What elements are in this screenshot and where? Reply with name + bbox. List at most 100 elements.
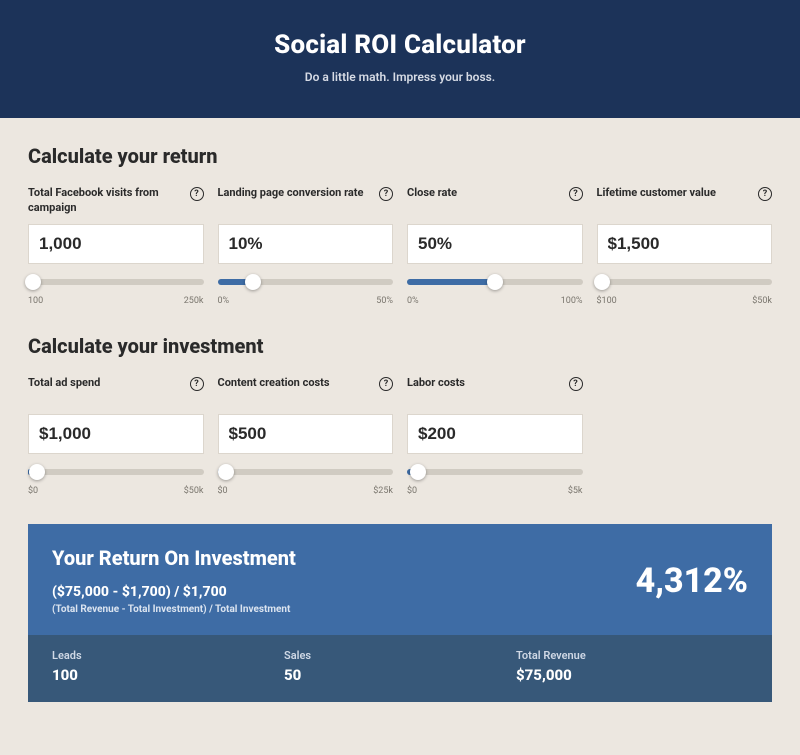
return-label: Landing page conversion rate: [218, 186, 370, 201]
roi-percent: 4,312%: [636, 561, 748, 601]
investment-field: Labor costs? $0 $5k: [407, 376, 583, 496]
slider-min: 0%: [407, 296, 419, 306]
slider-min: $0: [218, 486, 228, 496]
help-icon[interactable]: ?: [190, 377, 204, 391]
slider-thumb[interactable]: [487, 274, 503, 290]
slider-thumb[interactable]: [245, 274, 261, 290]
return-input[interactable]: [218, 224, 394, 264]
slider-max: $25k: [373, 486, 393, 496]
return-field: Close rate? 0% 100%: [407, 186, 583, 306]
investment-input[interactable]: [407, 414, 583, 454]
return-input[interactable]: [407, 224, 583, 264]
slider-wrap: $100 $50k: [597, 274, 773, 306]
slider-min: 100: [28, 296, 43, 306]
slider-track: [28, 279, 204, 285]
content: Calculate your return Total Facebook vis…: [0, 118, 800, 496]
section-title-return: Calculate your return: [28, 144, 772, 168]
slider-thumb[interactable]: [218, 464, 234, 480]
slider-labels: 0% 100%: [407, 296, 583, 306]
slider-max: $5k: [568, 486, 583, 496]
hero-title: Social ROI Calculator: [20, 30, 780, 60]
return-field: Lifetime customer value? $100 $50k: [597, 186, 773, 306]
slider-max: $50k: [752, 296, 772, 306]
investment-field: Total ad spend? $0 $50k: [28, 376, 204, 496]
investment-slider[interactable]: [407, 464, 583, 480]
slider-wrap: 100 250k: [28, 274, 204, 306]
roi-stat-label: Leads: [52, 649, 284, 662]
investment-label: Content creation costs: [218, 376, 336, 391]
roi-stat-value: 100: [52, 666, 284, 684]
slider-thumb[interactable]: [25, 274, 41, 290]
slider-max: $50k: [184, 486, 204, 496]
investment-label: Labor costs: [407, 376, 471, 391]
return-field: Total Facebook visits from campaign? 100 2…: [28, 186, 204, 306]
roi-stat-value: $75,000: [516, 666, 748, 684]
section-title-investment: Calculate your investment: [28, 334, 772, 358]
slider-wrap: $0 $25k: [218, 464, 394, 496]
slider-labels: $100 $50k: [597, 296, 773, 306]
slider-labels: 100 250k: [28, 296, 204, 306]
return-slider[interactable]: [407, 274, 583, 290]
help-icon[interactable]: ?: [379, 377, 393, 391]
investment-slider[interactable]: [218, 464, 394, 480]
investment-slider[interactable]: [28, 464, 204, 480]
slider-track: [597, 279, 773, 285]
roi-stat: Sales50: [284, 649, 516, 684]
help-icon[interactable]: ?: [569, 377, 583, 391]
slider-wrap: $0 $50k: [28, 464, 204, 496]
help-icon[interactable]: ?: [190, 187, 204, 201]
slider-max: 50%: [376, 296, 393, 306]
roi-left: Your Return On Investment ($75,000 - $1,…: [52, 546, 296, 615]
investment-grid: Total ad spend? $0 $50k Content creation co…: [28, 376, 772, 496]
slider-labels: $0 $5k: [407, 486, 583, 496]
slider-thumb[interactable]: [594, 274, 610, 290]
roi-formula: ($75,000 - $1,700) / $1,700: [52, 584, 296, 600]
roi-stat: Leads 100: [52, 649, 284, 684]
return-slider[interactable]: [28, 274, 204, 290]
roi-stats: Leads 100Sales50Total Revenue $75,000: [28, 635, 772, 702]
return-field: Landing page conversion rate? 0% 50%: [218, 186, 394, 306]
label-row: Total Facebook visits from campaign?: [28, 186, 204, 220]
slider-thumb[interactable]: [29, 464, 45, 480]
return-slider[interactable]: [218, 274, 394, 290]
slider-wrap: 0% 50%: [218, 274, 394, 306]
slider-min: $0: [407, 486, 417, 496]
label-row: Lifetime customer value?: [597, 186, 773, 220]
return-label: Lifetime customer value: [597, 186, 722, 201]
hero: Social ROI Calculator Do a little math. …: [0, 0, 800, 118]
slider-min: $0: [28, 486, 38, 496]
return-grid: Total Facebook visits from campaign? 100 2…: [28, 186, 772, 306]
roi-heading: Your Return On Investment: [52, 546, 296, 570]
label-row: Total ad spend?: [28, 376, 204, 410]
return-input[interactable]: [597, 224, 773, 264]
roi-stat-label: Sales: [284, 649, 516, 662]
investment-label: Total ad spend: [28, 376, 106, 391]
roi-top: Your Return On Investment ($75,000 - $1,…: [28, 524, 772, 635]
slider-max: 250k: [184, 296, 204, 306]
slider-fill: [407, 279, 495, 285]
return-label: Close rate: [407, 186, 463, 201]
slider-min: 0%: [218, 296, 230, 306]
slider-thumb[interactable]: [410, 464, 426, 480]
slider-track: [28, 469, 204, 475]
help-icon[interactable]: ?: [569, 187, 583, 201]
roi-stat-label: Total Revenue: [516, 649, 748, 662]
investment-input[interactable]: [218, 414, 394, 454]
slider-wrap: 0% 100%: [407, 274, 583, 306]
slider-max: 100%: [561, 296, 583, 306]
return-label: Total Facebook visits from campaign: [28, 186, 190, 216]
roi-stat: Total Revenue $75,000: [516, 649, 748, 684]
return-slider[interactable]: [597, 274, 773, 290]
help-icon[interactable]: ?: [379, 187, 393, 201]
return-input[interactable]: [28, 224, 204, 264]
roi-card: Your Return On Investment ($75,000 - $1,…: [28, 524, 772, 702]
label-row: Landing page conversion rate?: [218, 186, 394, 220]
help-icon[interactable]: ?: [758, 187, 772, 201]
slider-track: [407, 469, 583, 475]
investment-input[interactable]: [28, 414, 204, 454]
slider-wrap: $0 $5k: [407, 464, 583, 496]
roi-formula-caption: (Total Revenue - Total Investment) / Tot…: [52, 604, 296, 615]
label-row: Content creation costs?: [218, 376, 394, 410]
label-row: Close rate?: [407, 186, 583, 220]
slider-min: $100: [597, 296, 617, 306]
